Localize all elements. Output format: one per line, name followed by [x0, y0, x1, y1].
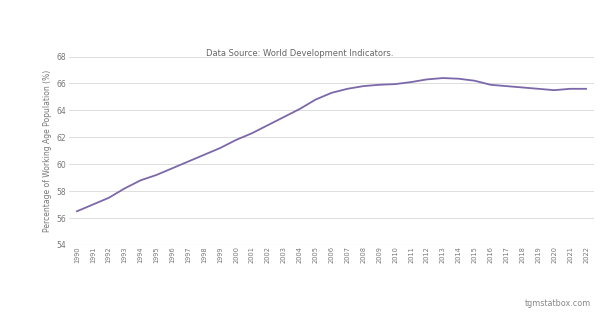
- Text: Data Source: World Development Indicators.: Data Source: World Development Indicator…: [206, 49, 394, 58]
- Text: Trends in Working Age Population Percentage in Morocco from 1990 to 2022: Trends in Working Age Population Percent…: [126, 15, 558, 25]
- Y-axis label: Percentage of Working Age Population (%): Percentage of Working Age Population (%): [43, 70, 52, 232]
- Text: tgmstatbox.com: tgmstatbox.com: [525, 299, 591, 308]
- Text: ❖: ❖: [3, 13, 17, 28]
- Text: BOX: BOX: [71, 14, 100, 28]
- Text: STAT: STAT: [33, 14, 71, 28]
